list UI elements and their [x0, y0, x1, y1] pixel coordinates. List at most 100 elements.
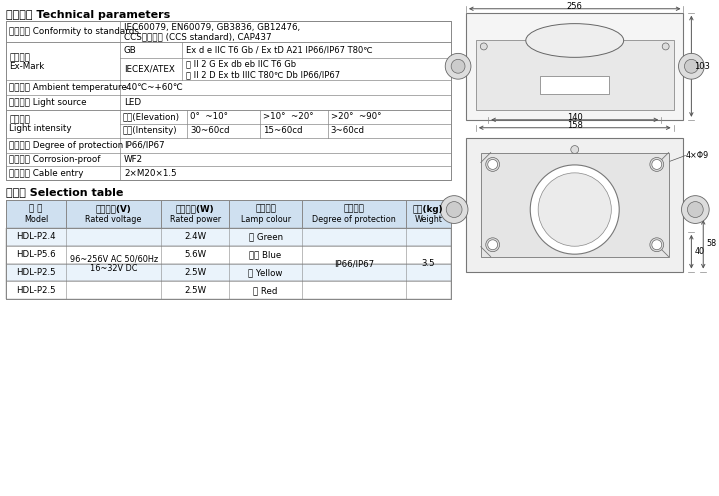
Text: 103: 103 [695, 62, 710, 71]
Text: -40℃~+60℃: -40℃~+60℃ [124, 83, 184, 92]
Text: 3~60cd: 3~60cd [331, 126, 365, 135]
Text: 光强(Intensity): 光强(Intensity) [123, 126, 178, 135]
Bar [481, 153, 669, 256]
Text: Degree of protection: Degree of protection [312, 215, 395, 225]
Circle shape [486, 238, 500, 251]
Text: 仰角(Elevation): 仰角(Elevation) [123, 112, 180, 122]
Text: HDL-P5.6: HDL-P5.6 [17, 250, 56, 259]
Text: 绿 Green: 绿 Green [249, 232, 283, 242]
Bar [6, 281, 451, 299]
Text: 防护等级: 防护等级 [344, 204, 365, 214]
Bar [6, 228, 451, 246]
Circle shape [650, 238, 664, 251]
Circle shape [650, 158, 664, 172]
Bar [540, 76, 609, 94]
Circle shape [652, 240, 661, 249]
Text: 2.5W: 2.5W [184, 268, 206, 277]
Bar [466, 138, 684, 271]
Text: 5.6W: 5.6W [184, 250, 206, 259]
Text: GB: GB [124, 46, 137, 55]
Text: 黄 Yellow: 黄 Yellow [249, 268, 283, 277]
Circle shape [451, 60, 465, 73]
Bar [466, 13, 684, 120]
Text: Rated voltage: Rated voltage [86, 215, 142, 225]
Text: 蓝色 Blue: 蓝色 Blue [249, 250, 282, 259]
Text: Ex-Mark: Ex-Mark [9, 62, 45, 71]
Text: IEC60079, EN60079, GB3836, GB12476,: IEC60079, EN60079, GB3836, GB12476, [124, 23, 300, 32]
Text: 环境温度 Ambient temperature: 环境温度 Ambient temperature [9, 83, 127, 92]
Circle shape [487, 240, 498, 249]
Text: CCS入级规范 (CCS standard), CAP437: CCS入级规范 (CCS standard), CAP437 [124, 32, 272, 41]
Text: Light intensity: Light intensity [9, 124, 72, 133]
Text: ⓔ II 2 D Ex tb IIIC T80℃ Db IP66/IP67: ⓔ II 2 D Ex tb IIIC T80℃ Db IP66/IP67 [186, 71, 340, 80]
Text: 发光颜色: 发光颜色 [255, 204, 276, 214]
Text: Ex d e IIC T6 Gb / Ex tD A21 IP66/IP67 T80℃: Ex d e IIC T6 Gb / Ex tD A21 IP66/IP67 T… [186, 46, 373, 55]
Text: 红 Red: 红 Red [253, 286, 278, 295]
Text: 技术参数 Technical parameters: 技术参数 Technical parameters [6, 10, 170, 20]
Text: 2.5W: 2.5W [184, 286, 206, 295]
Text: Model: Model [24, 215, 48, 225]
Text: 158: 158 [567, 121, 582, 130]
Text: WF2: WF2 [124, 155, 143, 164]
Text: 额定功率(W): 额定功率(W) [176, 204, 214, 214]
Text: HDL-P2.4: HDL-P2.4 [17, 232, 56, 242]
Text: ⓔ II 2 G Ex db eb IIC T6 Gb: ⓔ II 2 G Ex db eb IIC T6 Gb [186, 60, 296, 69]
Text: 2.4W: 2.4W [184, 232, 206, 242]
Circle shape [487, 160, 498, 170]
Text: 型 号: 型 号 [29, 204, 43, 214]
Text: 光源类型 Light source: 光源类型 Light source [9, 98, 87, 107]
Circle shape [682, 195, 709, 223]
Text: 30~60cd: 30~60cd [191, 126, 229, 135]
Text: 58: 58 [706, 239, 716, 248]
Text: 额定电压(V): 额定电压(V) [96, 204, 132, 214]
Text: 140: 140 [567, 113, 582, 123]
Text: >10°  ~20°: >10° ~20° [263, 112, 314, 122]
Text: 0°  ~10°: 0° ~10° [191, 112, 228, 122]
Text: 发光强度: 发光强度 [9, 115, 30, 124]
Bar [6, 263, 451, 281]
Text: 15~60cd: 15~60cd [263, 126, 303, 135]
Text: Lamp colour: Lamp colour [241, 215, 290, 225]
Ellipse shape [526, 24, 623, 58]
Text: 防护等级 Degree of protection: 防护等级 Degree of protection [9, 140, 124, 150]
Text: 选配表 Selection table: 选配表 Selection table [6, 187, 124, 197]
Circle shape [571, 146, 579, 154]
Text: IECEX/ATEX: IECEX/ATEX [124, 65, 175, 74]
Bar [6, 200, 451, 228]
Text: 40: 40 [695, 247, 705, 256]
Text: 96~256V AC 50/60Hz: 96~256V AC 50/60Hz [70, 254, 157, 263]
Circle shape [679, 54, 704, 79]
Text: 执行标准 Conformity to standards: 执行标准 Conformity to standards [9, 27, 139, 36]
Bar [6, 200, 451, 299]
Text: 防爆标志: 防爆标志 [9, 53, 30, 62]
Text: Rated power: Rated power [170, 215, 221, 225]
Circle shape [687, 201, 703, 217]
Text: HDL-P2.5: HDL-P2.5 [17, 286, 56, 295]
Text: HDL-P2.5: HDL-P2.5 [17, 268, 56, 277]
Text: Weight: Weight [414, 215, 442, 225]
Text: IP66/IP67: IP66/IP67 [124, 140, 165, 150]
Circle shape [684, 60, 698, 73]
Circle shape [445, 54, 471, 79]
Text: 256: 256 [567, 2, 582, 11]
Bar [6, 21, 451, 180]
Circle shape [530, 165, 619, 254]
Text: IP66/IP67: IP66/IP67 [334, 259, 374, 268]
Circle shape [486, 158, 500, 172]
Text: 16~32V DC: 16~32V DC [90, 264, 137, 273]
Text: 2×M20×1.5: 2×M20×1.5 [124, 169, 177, 178]
Circle shape [446, 201, 462, 217]
Text: 3.5: 3.5 [421, 259, 435, 268]
Text: >20°  ~90°: >20° ~90° [331, 112, 381, 122]
Text: 防腐等级 Corrosion-proof: 防腐等级 Corrosion-proof [9, 155, 101, 164]
Circle shape [662, 43, 669, 50]
Circle shape [538, 173, 611, 246]
Circle shape [652, 160, 661, 170]
Circle shape [480, 43, 487, 50]
Bar [6, 246, 451, 263]
Text: LED: LED [124, 98, 141, 107]
Text: 进线规格 Cable entry: 进线规格 Cable entry [9, 169, 83, 178]
Bar [476, 41, 674, 110]
Circle shape [440, 195, 468, 223]
Text: 重量(kg): 重量(kg) [413, 204, 444, 214]
